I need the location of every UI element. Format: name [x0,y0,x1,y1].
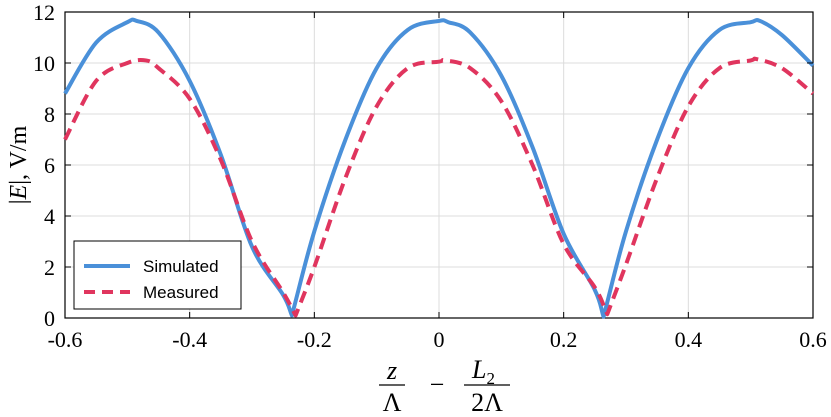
x-tick-label: 0.2 [550,327,578,352]
x-tick-label: -0.2 [297,327,332,352]
y-axis-label-bar-right: | [6,180,32,185]
x-label-fraction2-denominator: 2Λ [471,388,503,417]
x-tick-label: -0.4 [172,327,207,352]
y-axis-label-symbol: E [6,184,32,200]
x-label-fraction1-denominator: Λ [383,388,402,417]
x-tick-label: 0 [434,327,445,352]
x-label-den-2: 2 [471,388,484,417]
x-label-L-subscript: 2 [486,369,495,388]
x-tick-label: 0.6 [799,327,827,352]
axis-ticks: -0.6 -0.4 -0.2 0 0.2 0.4 0.6 0 2 4 6 8 10 12 [33,0,827,352]
y-tick-label: 8 [44,102,55,127]
series-line-measured [63,56,815,318]
y-tick-label: 6 [44,153,55,178]
legend-label-simulated: Simulated [143,257,219,276]
legend-label-measured: Measured [143,283,219,302]
y-tick-label: 10 [33,51,55,76]
x-label-fraction2-numerator: L2 [471,355,495,388]
y-axis-label-bar-left: | [6,199,32,204]
x-label-L: L [471,355,486,384]
y-axis-label-units: , V/m [6,125,32,180]
y-tick-label: 4 [44,204,55,229]
series-line-simulated [63,17,815,319]
y-tick-label: 12 [33,0,55,25]
x-tick-label: -0.6 [48,327,83,352]
x-label-fraction1-numerator: z [386,356,397,385]
x-label-minus: − [430,370,445,399]
y-tick-label: 0 [44,306,55,331]
plot-area [63,17,815,319]
x-tick-label: 0.4 [675,327,703,352]
x-label-den-lambda: Λ [484,388,503,417]
y-tick-label: 2 [44,255,55,280]
x-axis-label: z Λ − L2 2Λ [379,355,510,417]
y-axis-label: |E|, V/m [6,125,32,204]
legend: Simulated Measured [73,240,242,310]
legend-box [73,240,242,310]
